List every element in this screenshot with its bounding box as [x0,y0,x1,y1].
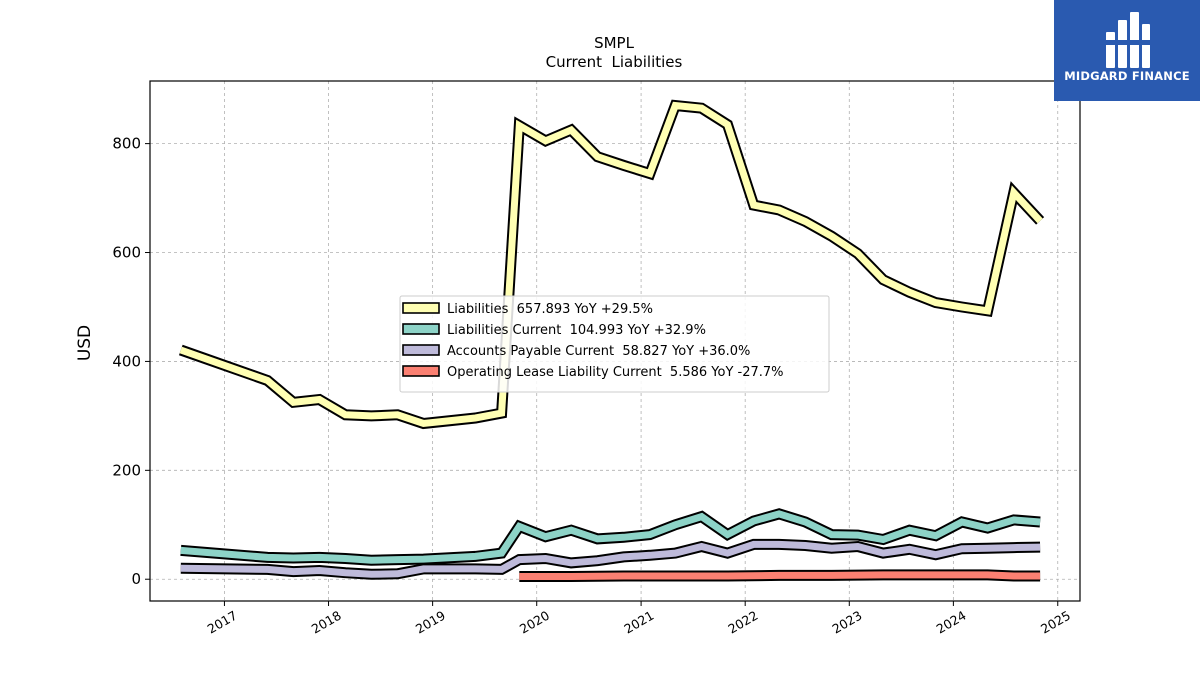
y-tick-label: 800 [112,135,141,153]
x-tick-label: 2018 [309,608,344,637]
grid [150,81,1080,601]
legend-label: Liabilities Current 104.993 YoY +32.9% [447,323,706,338]
legend-label: Accounts Payable Current 58.827 YoY +36.… [447,344,750,359]
series-line [179,101,1043,428]
legend-swatch [402,323,440,335]
series-2 [180,508,1041,566]
y-axis: 0 200 400 600 800 [112,135,150,588]
x-axis: 2017 2018 2019 2020 2021 2022 2023 2024 2025 [205,601,1073,637]
series-3 [180,538,1041,580]
y-tick-label: 0 [131,570,141,588]
brand-name: MIDGARD FINANCE [1064,69,1190,83]
x-tick-label: 2023 [830,608,865,637]
series-layer [178,99,1045,582]
x-tick-label: 2024 [934,608,969,637]
series-line [180,540,1041,578]
midgard-logo-icon [1104,12,1152,68]
chart-title: SMPL [594,34,635,52]
y-tick-label: 200 [112,461,141,479]
series-line [180,510,1041,564]
legend-swatch [402,302,440,314]
series-line [519,571,1041,580]
legend-box [399,295,830,393]
legend-label: Operating Lease Liability Current 5.586 … [447,365,784,380]
x-tick-label: 2019 [413,608,448,637]
y-tick-label: 400 [112,352,141,370]
x-tick-label: 2025 [1038,608,1073,637]
legend: Liabilities 657.893 YoY +29.5% Liabilitie… [399,295,830,393]
legend-label: Liabilities 657.893 YoY +29.5% [447,302,653,317]
series-4 [519,569,1041,582]
chart-subtitle: Current Liabilities [546,53,683,71]
plot-frame [149,80,1081,602]
brand-logo: MIDGARD FINANCE [1054,0,1200,101]
x-tick-label: 2022 [725,608,760,637]
x-tick-label: 2017 [205,608,240,637]
y-tick-label: 600 [112,244,141,262]
y-axis-label: USD [75,325,95,361]
x-tick-label: 2020 [517,608,552,637]
series-1 [178,99,1045,430]
legend-swatch [402,365,440,377]
x-tick-label: 2021 [621,608,656,637]
legend-swatch [402,344,440,356]
